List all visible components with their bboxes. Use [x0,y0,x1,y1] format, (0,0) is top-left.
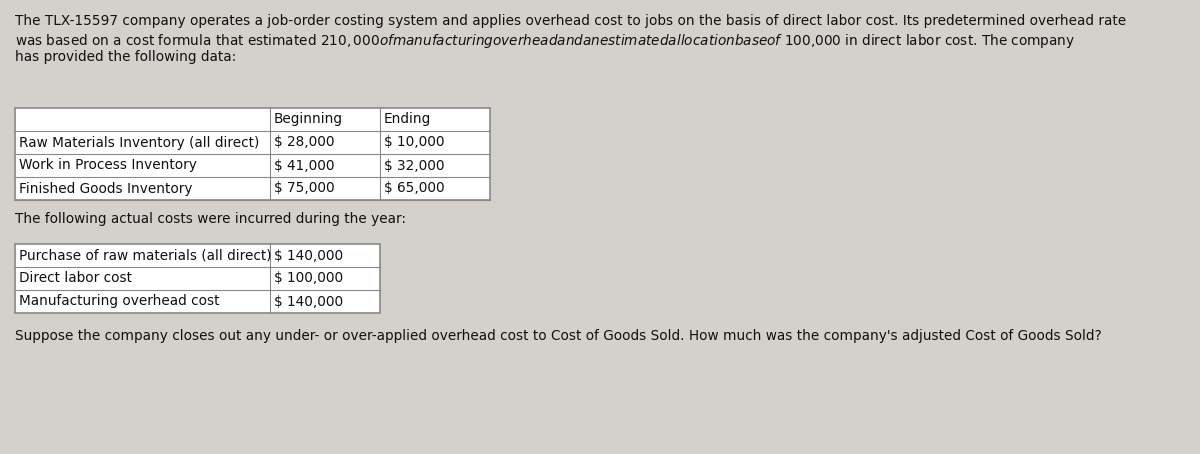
Text: was based on a cost formula that estimated $ 210,000 of manufacturing overhead a: was based on a cost formula that estimat… [14,32,1075,50]
Text: Suppose the company closes out any under- or over-applied overhead cost to Cost : Suppose the company closes out any under… [14,329,1102,343]
Text: The following actual costs were incurred during the year:: The following actual costs were incurred… [14,212,406,226]
Text: $ 65,000: $ 65,000 [384,182,445,196]
Text: $ 140,000: $ 140,000 [274,248,343,262]
Text: $ 75,000: $ 75,000 [274,182,335,196]
Text: Ending: Ending [384,113,431,127]
Text: $ 32,000: $ 32,000 [384,158,444,173]
Text: Manufacturing overhead cost: Manufacturing overhead cost [19,295,220,309]
Text: Direct labor cost: Direct labor cost [19,271,132,286]
Text: Beginning: Beginning [274,113,343,127]
Text: $ 41,000: $ 41,000 [274,158,335,173]
Bar [14,244,380,313]
Text: The TLX-15597 company operates a job-order costing system and applies overhead c: The TLX-15597 company operates a job-ord… [14,14,1126,28]
Bar [14,108,490,200]
Bar [14,244,380,313]
Text: Raw Materials Inventory (all direct): Raw Materials Inventory (all direct) [19,135,259,149]
Text: $ 100,000: $ 100,000 [274,271,343,286]
Bar [14,108,490,200]
Text: Finished Goods Inventory: Finished Goods Inventory [19,182,192,196]
Text: has provided the following data:: has provided the following data: [14,50,236,64]
Text: $ 10,000: $ 10,000 [384,135,444,149]
Text: $ 140,000: $ 140,000 [274,295,343,309]
Text: Purchase of raw materials (all direct): Purchase of raw materials (all direct) [19,248,271,262]
Text: $ 28,000: $ 28,000 [274,135,335,149]
Text: Work in Process Inventory: Work in Process Inventory [19,158,197,173]
